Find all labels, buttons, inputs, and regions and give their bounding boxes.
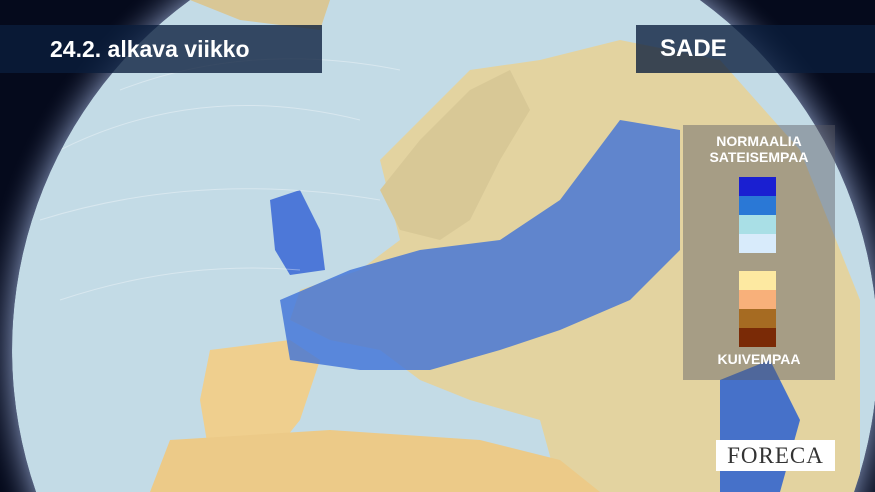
land-uk (270, 190, 325, 275)
legend: NORMAALIA SATEISEMPAA KUIVEMPAA (683, 125, 835, 380)
layer-title-text: SADE (660, 35, 727, 62)
land-scandinavia (380, 70, 530, 240)
logo-text: FORECA (727, 442, 824, 468)
land-greenland (190, 0, 330, 30)
legend-swatch-wet (739, 177, 776, 196)
legend-swatch-dry (739, 309, 776, 328)
legend-swatch-dry (739, 328, 776, 347)
legend-swatch-wet (739, 234, 776, 253)
legend-swatch-wet (739, 196, 776, 215)
foreca-logo: FORECA (716, 440, 835, 471)
week-title-text: 24.2. alkava viikko (50, 35, 250, 62)
legend-swatch-dry (739, 271, 776, 290)
legend-swatch-dry (739, 290, 776, 309)
legend-label-sateisempaa: SATEISEMPAA (709, 149, 809, 165)
land-africa (150, 430, 600, 492)
legend-swatch-wet (739, 215, 776, 234)
wet-band (280, 120, 680, 370)
layer-title: SADE (636, 25, 875, 73)
legend-label-kuivempaa: KUIVEMPAA (717, 351, 801, 367)
legend-label-normaalia: NORMAALIA (716, 133, 802, 149)
week-title: 24.2. alkava viikko (0, 25, 322, 73)
